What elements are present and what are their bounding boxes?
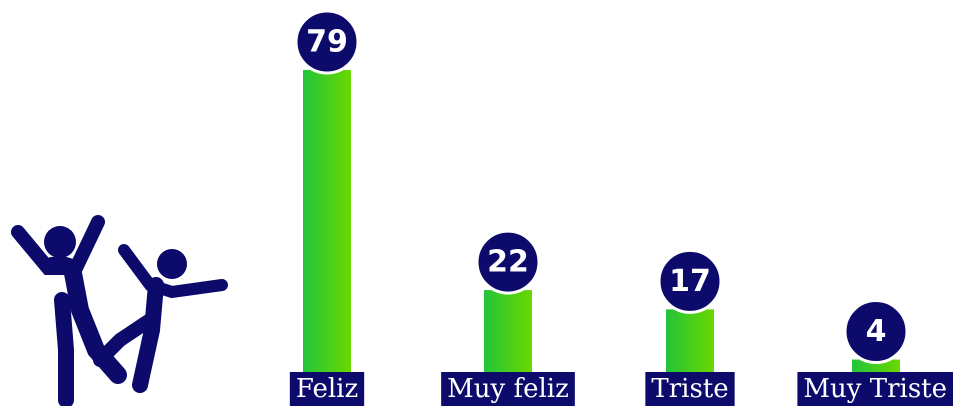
bar <box>666 309 714 375</box>
category-label: Triste <box>651 374 728 404</box>
value-badge <box>657 248 723 314</box>
value-label: 4 <box>866 314 887 349</box>
bar <box>484 290 532 375</box>
bar <box>303 70 351 375</box>
category-label: Feliz <box>296 374 358 404</box>
category-label: Muy feliz <box>447 374 569 404</box>
value-badge <box>843 299 909 365</box>
bar <box>852 359 900 375</box>
category-box <box>441 372 575 406</box>
category-box <box>289 372 365 406</box>
value-badge <box>475 229 541 295</box>
value-label: 17 <box>669 264 711 299</box>
people-icon <box>11 215 228 406</box>
category-box <box>645 372 735 406</box>
category-box <box>797 372 953 406</box>
value-label: 79 <box>306 25 348 60</box>
value-badge <box>294 9 360 75</box>
value-label: 22 <box>487 245 529 280</box>
category-label: Muy Triste <box>803 374 947 404</box>
